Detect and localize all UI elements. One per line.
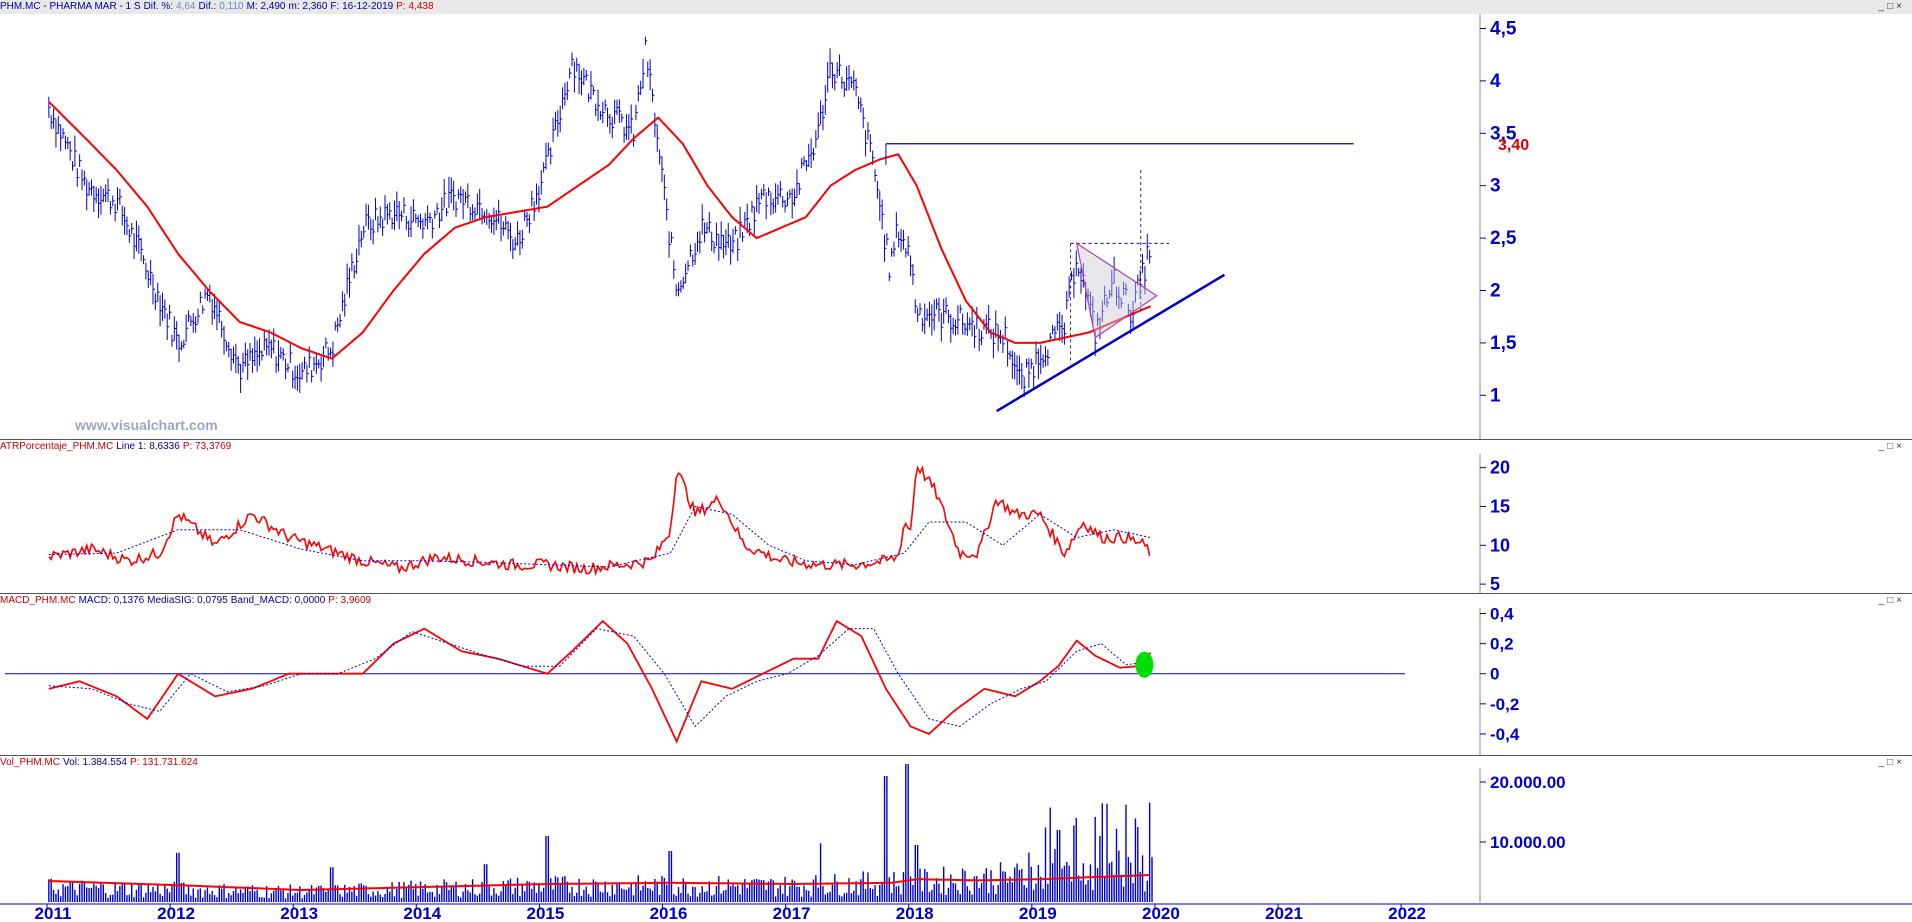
y-tick-label: 0: [1490, 665, 1499, 684]
y-tick-label: 10.000.00: [1490, 833, 1566, 852]
window-controls[interactable]: _□×: [1878, 441, 1905, 452]
moving-average-line: [48, 101, 1152, 360]
crossover-marker: [1135, 651, 1154, 678]
y-tick-label: 3,5: [1490, 123, 1517, 144]
window-controls[interactable]: _□×: [1878, 1, 1905, 12]
triangle-pattern: [1075, 242, 1158, 339]
header-field: 0,110: [219, 1, 244, 12]
x-tick-label: 2017: [773, 904, 811, 922]
header-field: Dif.:: [198, 1, 217, 12]
price-header: PHM.MC - PHARMA MAR - 1 S Dif. %: 4,64 Dif.…: [0, 0, 1912, 14]
y-tick-label: 0,2: [1490, 635, 1514, 654]
window-controls[interactable]: _□×: [1878, 757, 1905, 768]
x-tick-label: 2020: [1142, 904, 1180, 922]
support-trendline: [996, 273, 1226, 413]
y-tick-label: 15: [1490, 496, 1510, 516]
y-tick-label: 10: [1490, 535, 1510, 555]
volume-average-line: [48, 874, 1150, 891]
y-tick-label: 20: [1490, 458, 1510, 478]
x-tick-label: 2021: [1265, 904, 1303, 922]
header-field: P: 131.731.624: [129, 757, 198, 768]
header-field: P: 4,438: [396, 1, 434, 12]
x-tick-label: 2016: [650, 904, 688, 922]
y-tick-label: 20.000.00: [1490, 773, 1566, 792]
y-tick-label: 1,5: [1490, 333, 1517, 354]
x-tick-label: 2011: [35, 904, 72, 922]
header-field: Line 1:: [116, 441, 147, 452]
y-tick-label: 4,5: [1490, 18, 1517, 39]
header-field: MediaSIG: 0,0795: [147, 595, 228, 606]
x-tick-label: 2014: [403, 904, 441, 922]
x-tick-label: 2018: [896, 904, 934, 922]
macd-line: [48, 619, 1152, 744]
header-field: MACD: 0,1376: [78, 595, 145, 606]
header-field: PHM.MC - PHARMA MAR - 1 S: [0, 1, 141, 12]
x-tick-label: 2015: [526, 904, 564, 922]
header-field: F: 16-12-2019: [330, 1, 394, 12]
y-tick-label: -0,2: [1490, 695, 1519, 714]
macd-header: MACD_PHM.MC MACD: 0,1376 MediaSIG: 0,0795 B…: [0, 594, 1912, 608]
atr-header: ATRPorcentaje_PHM.MC Line 1: 8,6336 P: 73,3…: [0, 440, 1912, 454]
header-field: Vol_PHM.MC: [0, 757, 61, 768]
y-tick-label: 4: [1490, 71, 1501, 92]
x-tick-label: 2012: [157, 904, 195, 922]
y-tick-label: 2,5: [1490, 228, 1517, 249]
panel-divider: [0, 755, 1912, 756]
header-field: Vol: 1.384.554: [63, 757, 127, 768]
header-field: M: 2,490: [246, 1, 286, 12]
header-field: ATRPorcentaje_PHM.MC: [0, 441, 114, 452]
panel-divider: [0, 593, 1912, 594]
watermark: www.visualchart.com: [74, 417, 218, 433]
header-field: P: 3,9609: [328, 595, 372, 606]
header-field: Dif. %:: [143, 1, 174, 12]
y-tick-label: -0,4: [1490, 725, 1520, 744]
resistance-label: 3,40: [1498, 137, 1529, 154]
header-field: Band_MACD: 0,0000: [230, 595, 326, 606]
y-tick-label: 0,4: [1490, 605, 1514, 624]
x-tick-label: 2013: [280, 904, 318, 922]
macd-signal-line: [48, 628, 1151, 728]
header-field: P: 73,3769: [182, 441, 232, 452]
vol-header: Vol_PHM.MC Vol: 1.384.554 P: 131.731.624 _□…: [0, 756, 1912, 770]
header-field: 8,6336: [149, 441, 180, 452]
atr-line: [48, 465, 1151, 577]
window-controls[interactable]: _□×: [1878, 595, 1905, 606]
y-tick-label: 3: [1490, 176, 1501, 197]
y-tick-label: 1: [1490, 385, 1501, 406]
x-tick-label: 2019: [1019, 904, 1057, 922]
header-field: MACD_PHM.MC: [0, 595, 76, 606]
panel-divider: [0, 439, 1912, 440]
y-tick-label: 2: [1490, 281, 1501, 302]
atr-signal-line: [48, 505, 1151, 568]
header-field: 4,64: [176, 1, 196, 12]
y-tick-label: 5: [1490, 574, 1500, 594]
header-field: m: 2,360: [288, 1, 328, 12]
x-tick-label: 2022: [1388, 904, 1426, 922]
